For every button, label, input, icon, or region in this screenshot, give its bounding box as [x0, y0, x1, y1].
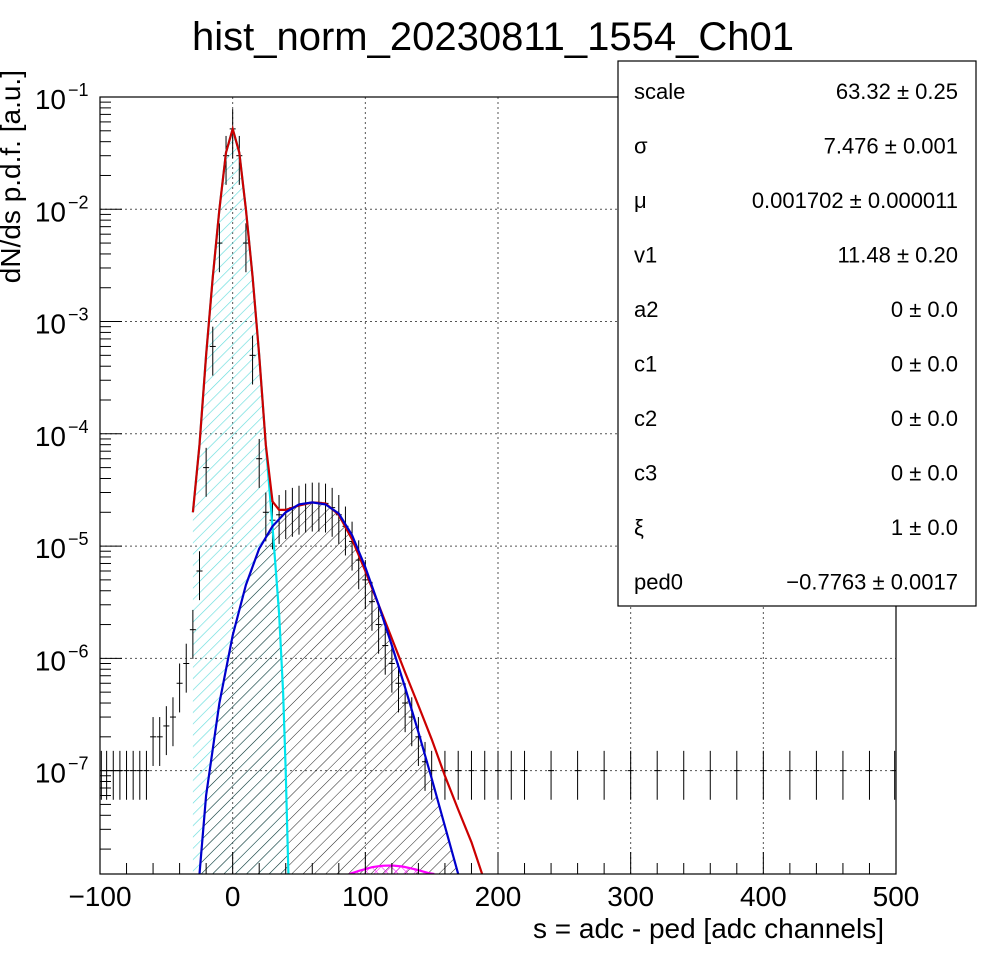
y-tick-base: 10	[35, 309, 66, 340]
y-tick-label: 10	[35, 84, 66, 115]
stats-param-name: c3	[634, 461, 657, 486]
y-tick-base: 10	[35, 645, 66, 676]
y-tick-label: 10	[35, 645, 66, 676]
y-tick-exponent: −2	[68, 192, 89, 212]
x-tick-label: 400	[740, 881, 787, 912]
y-tick-base: 10	[35, 84, 66, 115]
y-tick-label: 10	[35, 196, 66, 227]
y-tick-base: 10	[35, 196, 66, 227]
stats-param-value: 0 ± 0.0	[891, 352, 958, 377]
stats-param-value: 63.32 ± 0.25	[836, 79, 958, 104]
stats-param-value: 11.48 ± 0.20	[837, 243, 958, 268]
stats-box: scale 63.32 ± 0.25 σ 7.476 ± 0.001 μ 0.001702…	[617, 60, 977, 607]
y-tick-exponent: −4	[68, 417, 89, 437]
x-tick-label: 300	[607, 881, 654, 912]
stats-param-name: v1	[634, 243, 657, 268]
stats-param-value: 0 ± 0.0	[891, 297, 958, 322]
stats-param-name: ξ	[634, 515, 644, 540]
stats-param-name: scale	[634, 79, 685, 104]
curve-fill	[199, 502, 459, 874]
stats-param-name: c2	[634, 406, 657, 431]
axis-tick-labels: −100 0 100 200 300 400 50010−110−210−310−410−5…	[35, 80, 920, 912]
stats-param-name: ped0	[634, 570, 683, 595]
x-tick-label: 0	[225, 881, 241, 912]
stats-rows: scale 63.32 ± 0.25 σ 7.476 ± 0.001 μ 0.001702…	[634, 79, 958, 595]
histogram-bins	[100, 109, 896, 800]
y-tick-label: 10	[35, 421, 66, 452]
fit-curves	[191, 124, 484, 874]
y-tick-exponent: −3	[68, 305, 89, 325]
y-tick-label: 10	[35, 758, 66, 789]
stats-param-name: σ	[634, 134, 648, 159]
y-axis-title: dN/ds p.d.f. [a.u.]	[0, 70, 26, 283]
stats-param-name: μ	[634, 188, 647, 213]
chart-title: hist_norm_20230811_1554_Ch01	[192, 15, 794, 59]
stats-param-name: c1	[634, 352, 657, 377]
stats-param-value: 0 ± 0.0	[891, 461, 958, 486]
y-tick-exponent: −1	[68, 80, 89, 100]
y-tick-exponent: −6	[68, 641, 89, 661]
y-tick-label: 10	[35, 533, 66, 564]
y-tick-label: 10	[35, 309, 66, 340]
stats-box-frame	[617, 60, 977, 607]
plot-area	[100, 109, 896, 874]
x-tick-label: 100	[342, 881, 389, 912]
x-tick-label: 200	[475, 881, 522, 912]
y-tick-base: 10	[35, 421, 66, 452]
stats-param-name: a2	[634, 297, 658, 322]
y-tick-exponent: −5	[68, 529, 89, 549]
y-tick-exponent: −7	[68, 754, 89, 774]
stats-param-value: 0 ± 0.0	[891, 406, 958, 431]
x-tick-label: −100	[68, 881, 131, 912]
x-axis-title: s = adc - ped [adc channels]	[533, 913, 884, 944]
axis-ticks	[99, 96, 897, 874]
stats-param-value: 0.001702 ± 0.000011	[752, 188, 958, 213]
fit-curve	[198, 501, 460, 874]
y-tick-base: 10	[35, 533, 66, 564]
x-tick-label: 500	[873, 881, 920, 912]
stats-param-value: 7.476 ± 0.001	[824, 134, 958, 159]
y-tick-base: 10	[35, 758, 66, 789]
stats-param-value: −0.7763 ± 0.0017	[786, 570, 958, 595]
stats-param-value: 1 ± 0.0	[891, 515, 958, 540]
